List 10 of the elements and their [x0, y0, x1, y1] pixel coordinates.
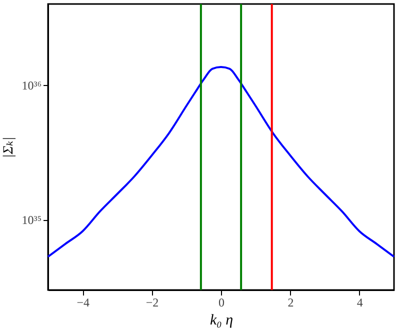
x-tick-label: −4: [76, 296, 90, 310]
x-tick-label: 2: [288, 296, 294, 310]
y-tick-label: 10³⁶: [22, 78, 42, 93]
x-axis-title: k₀ η: [210, 312, 234, 328]
x-tick-label: 0: [218, 296, 224, 310]
y-tick-label: 10³⁵: [22, 213, 42, 228]
x-tick-label: −2: [146, 296, 159, 310]
line-series: [47, 66, 395, 258]
x-tick-label: 4: [356, 296, 363, 310]
y-axis-title: |Σₖ|: [2, 136, 17, 158]
